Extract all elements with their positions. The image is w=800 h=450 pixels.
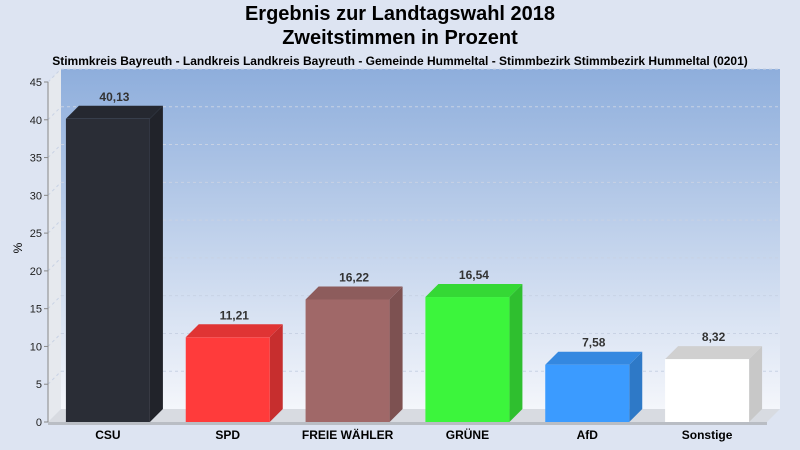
data-label: 16,54 [459, 268, 489, 282]
bar-side [149, 105, 163, 422]
y-tick-label: 10 [30, 341, 42, 353]
bar-top [545, 351, 643, 365]
data-label: 16,22 [339, 270, 369, 284]
bars: 40,13 11,21 16,22 16,54 7,58 8,32 [65, 90, 763, 422]
bar [65, 118, 150, 422]
bar [545, 364, 630, 422]
bar-top [665, 346, 763, 360]
y-tick-label: 25 [30, 228, 42, 240]
chart-title: Ergebnis zur Landtagswahl 2018 [244, 3, 556, 25]
y-tick-label: 5 [36, 379, 42, 391]
bar-top [425, 284, 523, 298]
y-tick-label: 45 [30, 77, 42, 89]
y-tick-label: 0 [36, 417, 42, 429]
x-tick-label: Sonstige [682, 428, 733, 442]
y-tick-label: 35 [30, 153, 42, 165]
x-tick-label: CSU [95, 428, 120, 442]
chart-caption: Stimmkreis Bayreuth - Landkreis Landkrei… [52, 54, 748, 68]
bar-side [389, 286, 403, 422]
x-tick-label: GRÜNE [446, 427, 489, 442]
plot-background [61, 69, 780, 409]
y-tick-label: 40 [30, 115, 42, 127]
floor-edge [48, 422, 767, 425]
y-tick-label: 15 [30, 304, 42, 316]
bar [425, 297, 510, 422]
bar-top [305, 286, 403, 300]
x-axis: CSU SPD FREIE WÄHLER GRÜNE AfD Sonstige [95, 427, 733, 442]
bar-side [509, 284, 523, 422]
x-tick-label: FREIE WÄHLER [302, 427, 394, 442]
data-label: 7,58 [582, 336, 606, 350]
y-tick-label: 20 [30, 266, 42, 278]
bar-side [629, 351, 643, 422]
data-label: 11,21 [220, 308, 250, 322]
data-label: 40,13 [99, 90, 129, 104]
data-label: 8,32 [702, 330, 726, 344]
bar-top [185, 324, 283, 338]
bar-side [749, 346, 763, 422]
bar [185, 337, 270, 422]
left-wall [48, 69, 61, 422]
bar-top [65, 105, 163, 119]
bar [305, 299, 390, 422]
y-axis: 0 5 10 15 20 25 30 35 40 45 [30, 77, 49, 429]
bar [665, 359, 750, 422]
x-tick-label: AfD [577, 428, 599, 442]
x-tick-label: SPD [215, 428, 240, 442]
chart-subtitle: Zweitstimmen in Prozent [282, 27, 518, 49]
bar-side [269, 324, 283, 422]
y-tick-label: 30 [30, 190, 42, 202]
y-axis-label: % [11, 242, 25, 253]
